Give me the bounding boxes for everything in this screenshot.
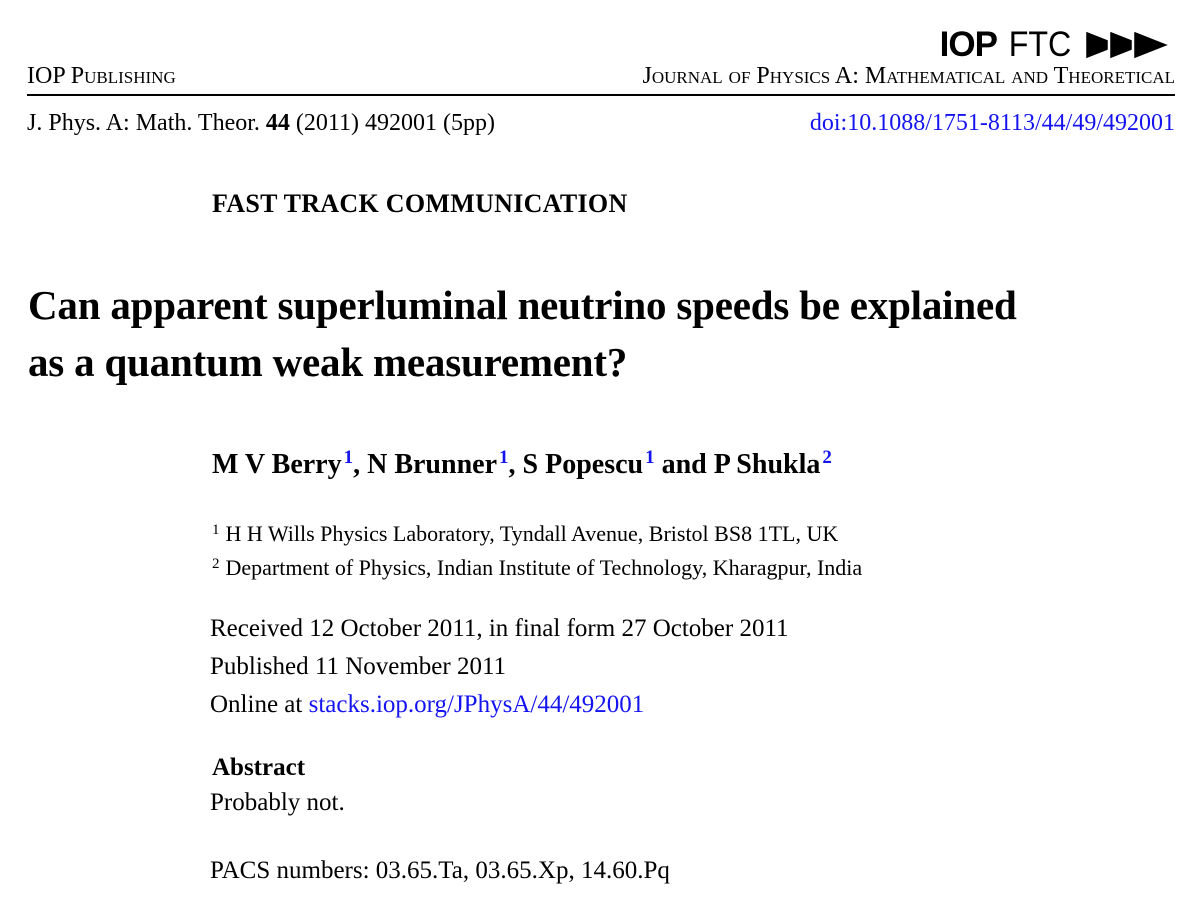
author-affiliation-marker: 2: [822, 447, 832, 468]
abstract-heading: Abstract: [212, 754, 306, 781]
affiliation-line: 2 Department of Physics, Indian Institute…: [212, 549, 862, 583]
affiliation-marker: 1: [212, 522, 220, 538]
author-name: , S Popescu: [508, 449, 644, 480]
online-prefix: Online at: [210, 691, 309, 718]
journal-name: Journal of Physics A: Mathematical and T…: [642, 63, 1175, 89]
abstract-text: Probably not.: [210, 789, 345, 816]
triple-right-arrows-icon: [1083, 27, 1175, 62]
masthead-row: IOP Publishing Journal of Physics A: Mat…: [27, 63, 1175, 89]
author-name: , N Brunner: [353, 449, 498, 480]
affiliations-block: 1 H H Wills Physics Laboratory, Tyndall A…: [212, 515, 862, 583]
author-name: and P Shukla: [654, 449, 821, 480]
published-line: Published 11 November 2011: [210, 653, 507, 680]
journal-reference: J. Phys. A: Math. Theor. 44 (2011) 49200…: [27, 109, 495, 138]
affiliation-line: 1 H H Wills Physics Laboratory, Tyndall A…: [212, 515, 862, 549]
logo-ftc-text: FTC: [1008, 25, 1072, 64]
author-affiliation-marker: 1: [499, 447, 509, 468]
author-byline: M V Berry 1, N Brunner 1, S Popescu 1 and P…: [212, 447, 832, 482]
publisher-name: IOP Publishing: [27, 63, 176, 89]
stacks-url-link[interactable]: stacks.iop.org/JPhysA/44/492001: [308, 691, 645, 718]
author-name: M V Berry: [212, 449, 342, 480]
affiliation-text: Department of Physics, Indian Institute …: [225, 555, 863, 580]
affiliation-marker: 2: [212, 556, 220, 572]
pacs-numbers: PACS numbers: 03.65.Ta, 03.65.Xp, 14.60.…: [210, 857, 670, 884]
article-history-block: Received 12 October 2011, in final form …: [210, 610, 789, 724]
masthead-divider: [27, 94, 1175, 96]
received-line: Received 12 October 2011, in final form …: [210, 615, 789, 642]
article-title: Can apparent superluminal neutrino speed…: [28, 282, 1017, 385]
online-line: Online at stacks.iop.org/JPhysA/44/49200…: [210, 686, 789, 724]
doi-link[interactable]: doi:10.1088/1751-8113/44/49/492001: [809, 110, 1175, 136]
volume-number: 44: [265, 110, 290, 136]
journal-reference-post: (2011) 492001 (5pp): [289, 110, 495, 136]
author-affiliation-marker: 1: [645, 447, 655, 468]
citation-bar: J. Phys. A: Math. Theor. 44 (2011) 49200…: [27, 109, 1175, 138]
logo-iop-text: IOP: [939, 25, 998, 64]
iop-ftc-logo: IOP FTC: [940, 27, 1175, 62]
article-type-label: FAST TRACK COMMUNICATION: [212, 189, 628, 218]
author-affiliation-marker: 1: [343, 447, 354, 468]
affiliation-text: H H Wills Physics Laboratory, Tyndall Av…: [225, 521, 839, 546]
journal-reference-pre: J. Phys. A: Math. Theor.: [27, 110, 266, 136]
